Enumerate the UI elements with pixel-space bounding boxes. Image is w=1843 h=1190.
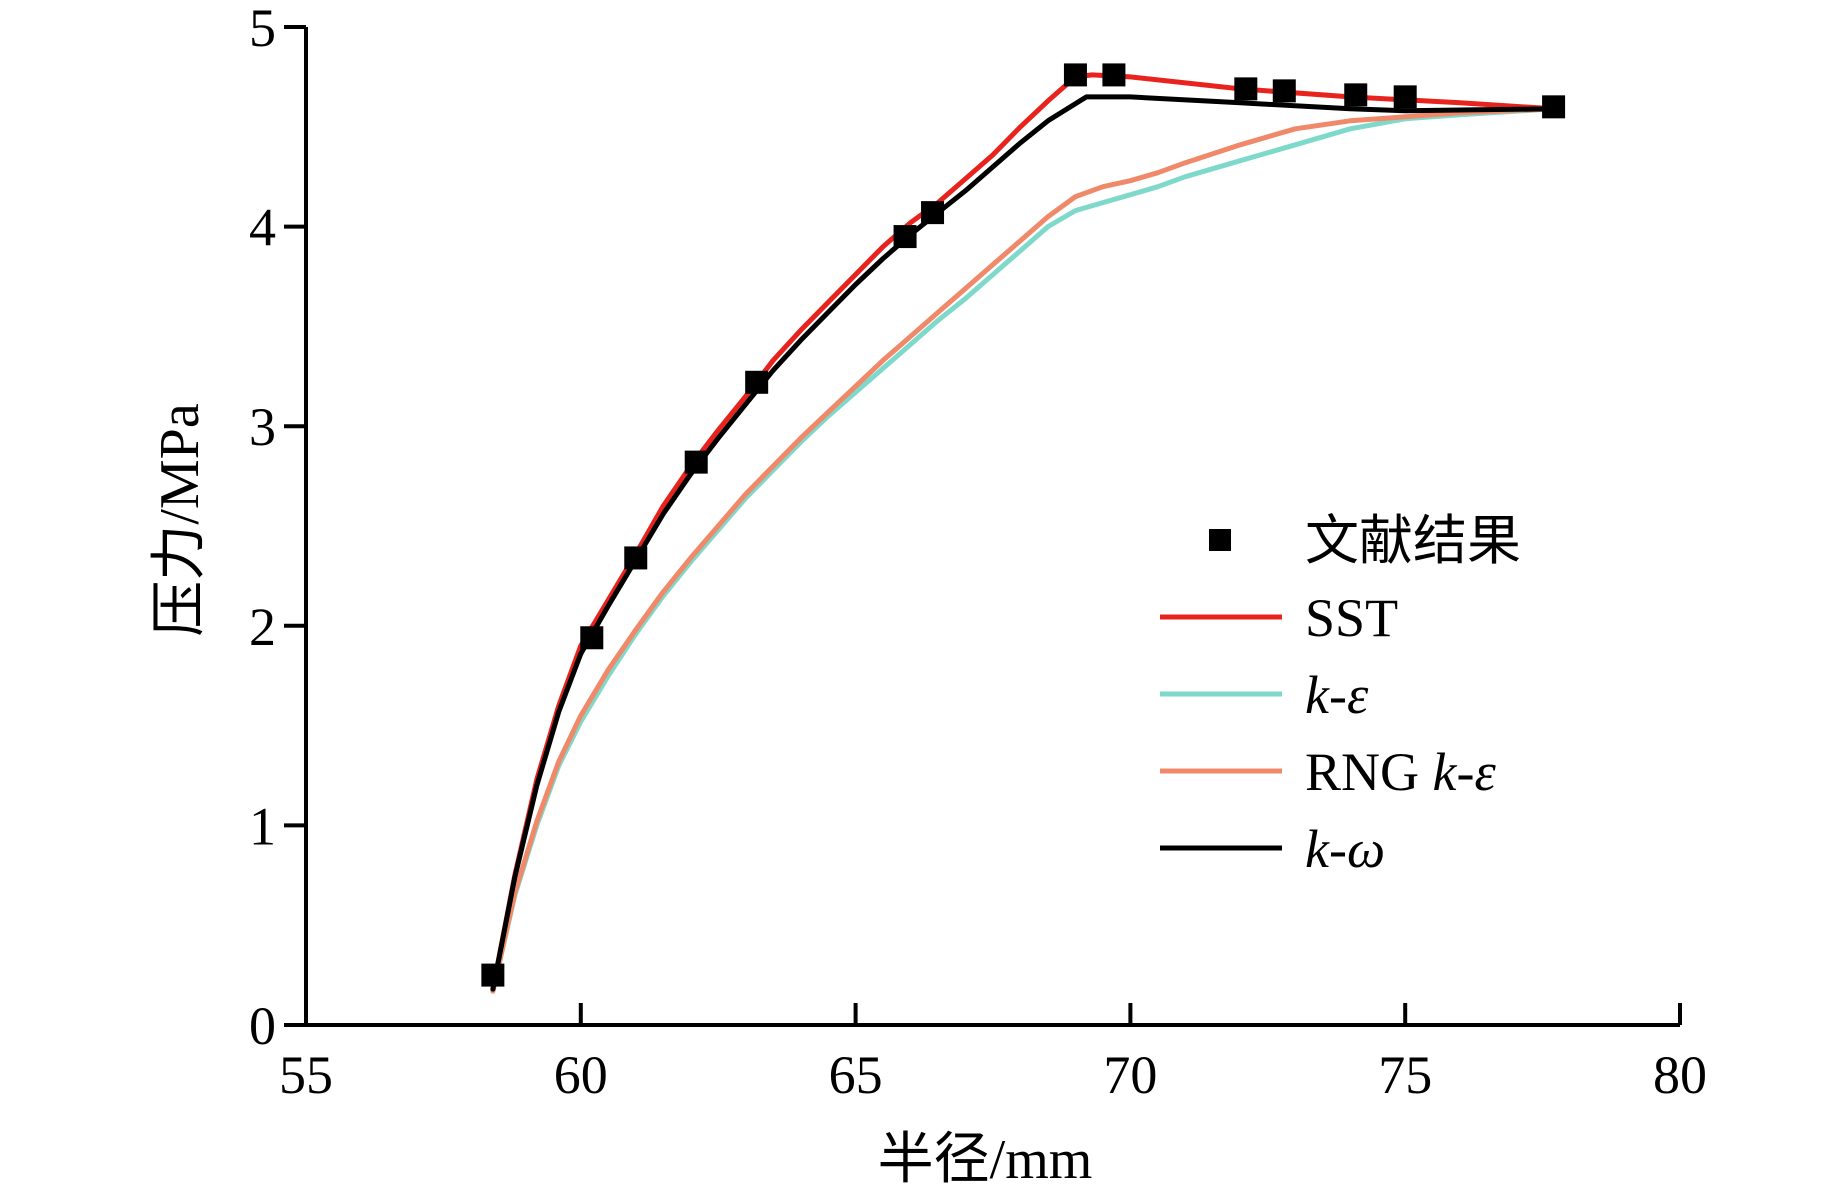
- data-point-marker: [921, 201, 945, 225]
- y-tick-label: 1: [249, 796, 276, 856]
- series-line-2: [490, 106, 1557, 994]
- data-point-marker: [580, 626, 604, 650]
- data-point-marker: [1542, 95, 1566, 119]
- legend-label-part: SST: [1305, 588, 1398, 648]
- y-tick-label: 0: [249, 996, 276, 1056]
- x-tick-label: 80: [1653, 1045, 1707, 1105]
- legend-label: k-ω: [1305, 819, 1385, 879]
- data-point-marker: [624, 546, 648, 570]
- data-point-marker: [1063, 63, 1087, 87]
- x-tick-label: 70: [1103, 1045, 1157, 1105]
- legend-label-part: k: [1433, 742, 1458, 802]
- legend-label-part: -: [1329, 819, 1347, 879]
- y-tick-label: 5: [249, 0, 276, 58]
- legend-label-part: ω: [1347, 819, 1385, 879]
- legend-label: 文献结果: [1305, 511, 1521, 571]
- legend-label: SST: [1305, 588, 1398, 648]
- axes: 55 60 65 70 75 80 0 1 2 3 4 5: [249, 0, 1707, 1105]
- data-point-marker: [1344, 83, 1368, 107]
- series-markers: [481, 63, 1566, 987]
- data-point-marker: [1102, 63, 1126, 87]
- data-point-marker: [745, 370, 769, 394]
- legend-label-part: RNG: [1305, 742, 1433, 802]
- legend-label-part: ε: [1347, 665, 1369, 725]
- data-point-marker: [481, 963, 505, 987]
- data-point-marker: [1393, 85, 1417, 109]
- legend-label-part: k: [1305, 819, 1330, 879]
- data-point-marker: [893, 225, 917, 249]
- legend-marker-swatch: [1209, 529, 1231, 551]
- y-tick-label: 2: [249, 597, 276, 657]
- legend-label-part: ε: [1474, 742, 1496, 802]
- legend-label-part: -: [1456, 742, 1474, 802]
- x-tick-label: 65: [829, 1045, 883, 1105]
- legend-label: k-ε: [1305, 665, 1369, 725]
- y-axis-title: 压力/MPa: [149, 403, 211, 636]
- legend-label-part: 文献结果: [1305, 511, 1521, 571]
- series-line-3: [490, 106, 1557, 994]
- x-tick-label: 60: [554, 1045, 608, 1105]
- y-tick-label: 4: [249, 198, 276, 258]
- legend-label-part: k: [1305, 665, 1330, 725]
- data-point-marker: [1272, 79, 1296, 103]
- x-tick-label: 75: [1378, 1045, 1432, 1105]
- x-axis-title: 半径/mm: [878, 1129, 1093, 1185]
- data-point-marker: [1234, 77, 1258, 101]
- y-tick-label: 3: [249, 397, 276, 457]
- x-tick-label: 55: [279, 1045, 333, 1105]
- legend-label: RNG k-ε: [1305, 742, 1496, 802]
- legend-label-part: -: [1329, 665, 1347, 725]
- data-point-marker: [684, 450, 708, 474]
